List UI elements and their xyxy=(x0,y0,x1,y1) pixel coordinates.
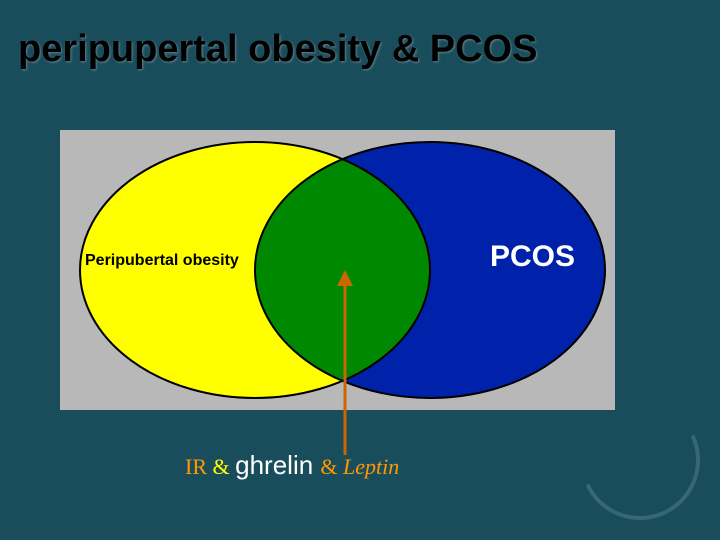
caption-ir: IR xyxy=(185,454,213,479)
caption-amp2: & xyxy=(320,454,343,479)
venn-right-label: PCOS xyxy=(490,240,575,274)
bottom-caption: IR & ghrelin & Leptin xyxy=(185,450,399,481)
arrow-up xyxy=(335,270,355,455)
slide-title: peripupertal obesity & PCOS xyxy=(18,28,537,71)
caption-amp1: & xyxy=(213,454,236,479)
caption-ghrelin: ghrelin xyxy=(235,450,320,480)
caption-leptin: Leptin xyxy=(343,454,399,479)
venn-left-label: Peripubertal obesity xyxy=(85,252,239,270)
